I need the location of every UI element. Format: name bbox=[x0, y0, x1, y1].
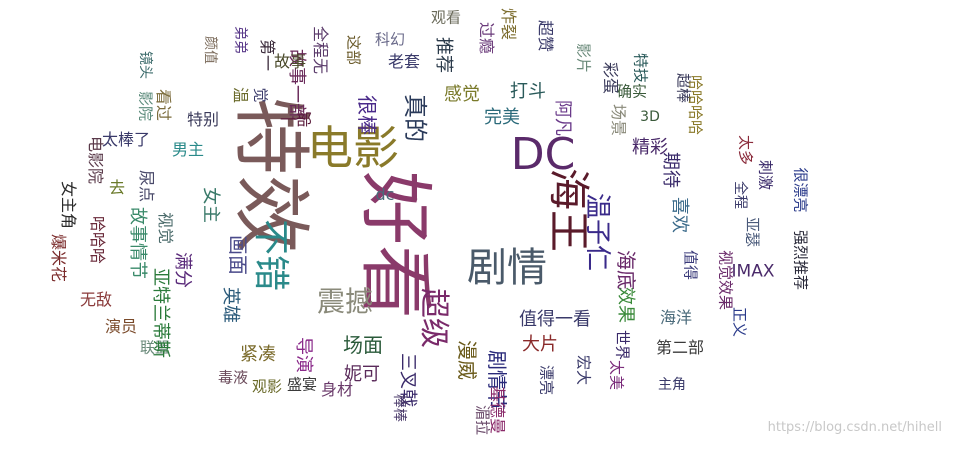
cloud-word: 太多 bbox=[736, 134, 755, 166]
cloud-word: 弟弟 bbox=[232, 26, 248, 54]
cloud-word: 联盟 bbox=[139, 338, 171, 357]
cloud-word: 打斗 bbox=[510, 81, 546, 102]
cloud-word: 毒液 bbox=[217, 368, 249, 387]
cloud-word: 大片 bbox=[522, 334, 558, 355]
cloud-word: 画面 bbox=[226, 235, 250, 275]
cloud-word: 超级 bbox=[416, 288, 451, 348]
cloud-word: 一部 bbox=[279, 110, 313, 129]
cloud-word: 剧情 bbox=[467, 245, 547, 291]
cloud-word: 温子仁 bbox=[582, 192, 612, 272]
cloud-word: 老套 bbox=[387, 52, 421, 71]
cloud-word: 很漂亮 bbox=[791, 167, 810, 213]
cloud-word: 女主 bbox=[200, 187, 221, 223]
cloud-word: 看过 bbox=[154, 88, 173, 122]
cloud-word: 这部 bbox=[344, 34, 363, 66]
cloud-word: 过瘾 bbox=[477, 21, 496, 55]
cloud-word: 亚特兰蒂斯 bbox=[150, 268, 171, 358]
cloud-word: 彩蛋 bbox=[601, 61, 620, 95]
cloud-word: 男主 bbox=[171, 140, 205, 159]
cloud-word: 漫威 bbox=[455, 340, 479, 380]
cloud-word: 海洋 bbox=[659, 308, 693, 327]
cloud-word: dc bbox=[375, 185, 395, 204]
cloud-word: 推荐 bbox=[433, 37, 454, 73]
cloud-word: 感觉 bbox=[444, 84, 480, 105]
cloud-word: 导演 bbox=[293, 337, 314, 373]
cloud-word: 主角 bbox=[658, 377, 686, 393]
cloud-word: 震撼 bbox=[316, 285, 374, 318]
cloud-word: 观看 bbox=[430, 8, 462, 27]
cloud-word: 太美 bbox=[607, 359, 626, 391]
cloud-word: 第一 bbox=[258, 38, 277, 72]
cloud-word: 紧凑 bbox=[240, 344, 276, 365]
cloud-word: 视觉效果 bbox=[716, 249, 735, 311]
cloud-word: DC bbox=[510, 129, 576, 180]
cloud-word: 场景 bbox=[609, 103, 628, 137]
cloud-word: 视觉 bbox=[156, 211, 175, 245]
cloud-word: 女主角 bbox=[59, 180, 78, 230]
cloud-word: 哈哈哈哈 bbox=[686, 74, 705, 136]
cloud-word: 无敌 bbox=[79, 290, 113, 309]
cloud-word: 湄拉 bbox=[473, 404, 492, 436]
cloud-word: 效果 bbox=[615, 287, 636, 323]
cloud-word: 尿点 bbox=[137, 169, 156, 203]
cloud-word: 第二部 bbox=[655, 338, 705, 357]
cloud-word: 完美 bbox=[484, 107, 520, 128]
cloud-word: 身材 bbox=[320, 380, 354, 399]
cloud-word: 特别 bbox=[186, 110, 220, 129]
cloud-word: 正义 bbox=[730, 306, 749, 338]
cloud-word: 场面 bbox=[343, 333, 383, 357]
cloud-word: 颜值 bbox=[202, 36, 218, 64]
cloud-word: 超赞 bbox=[536, 19, 555, 53]
cloud-word: 3D bbox=[640, 109, 660, 125]
cloud-word: 全程无 bbox=[311, 25, 330, 75]
cloud-word: 电影 bbox=[307, 121, 399, 175]
cloud-word: 特技 bbox=[631, 52, 650, 84]
cloud-word: 阿凡 bbox=[552, 100, 573, 136]
cloud-word: 精彩 bbox=[632, 137, 668, 158]
cloud-word: 妮可 bbox=[344, 364, 380, 385]
cloud-word: 影片 bbox=[574, 42, 593, 74]
cloud-word: 故事 bbox=[273, 52, 307, 71]
cloud-word: 温 bbox=[231, 86, 250, 104]
cloud-word: 盛宴 bbox=[286, 375, 318, 394]
cloud-word: 英雄 bbox=[220, 287, 241, 323]
cloud-word: 很棒 bbox=[355, 95, 379, 135]
cloud-word: 强烈推荐 bbox=[791, 229, 810, 291]
cloud-word: 炸裂 bbox=[499, 7, 518, 41]
cloud-word: 全程 bbox=[732, 181, 748, 209]
cloud-word: 值得一看 bbox=[519, 309, 591, 330]
cloud-word: 观影 bbox=[251, 377, 283, 396]
cloud-word: 不错 bbox=[250, 218, 291, 292]
cloud-word: 漂亮 bbox=[537, 364, 556, 396]
cloud-word: 真的 bbox=[401, 94, 429, 142]
cloud-word: 镜头 bbox=[137, 51, 153, 79]
watermark: https://blog.csdn.net/hihell bbox=[767, 420, 942, 435]
cloud-word: 爆米花 bbox=[49, 233, 68, 283]
cloud-word: 电影院 bbox=[86, 135, 105, 185]
cloud-word: 满分 bbox=[172, 252, 193, 288]
cloud-word: 演员 bbox=[104, 317, 138, 336]
cloud-word: 棒棒 bbox=[391, 394, 407, 422]
cloud-word: 觉 bbox=[251, 87, 270, 103]
cloud-word: 海底 bbox=[614, 250, 638, 290]
cloud-word: 刺激 bbox=[756, 159, 775, 191]
cloud-word: 确实 bbox=[616, 82, 648, 101]
cloud-word: 哈哈哈 bbox=[88, 215, 107, 265]
cloud-word: IMAX bbox=[731, 261, 775, 282]
cloud-word: 世界 bbox=[613, 329, 632, 361]
cloud-word: 亚瑟 bbox=[743, 216, 762, 248]
cloud-word: 值得 bbox=[681, 249, 700, 281]
cloud-word: 太棒了 bbox=[101, 130, 151, 149]
cloud-word: 影院 bbox=[136, 90, 155, 122]
cloud-word: 故事情节 bbox=[127, 207, 148, 279]
cloud-word: 宏大 bbox=[574, 354, 593, 386]
cloud-word: 去 bbox=[108, 178, 126, 197]
cloud-word: 喜欢 bbox=[669, 197, 690, 233]
cloud-word: 科幻 bbox=[374, 30, 406, 49]
